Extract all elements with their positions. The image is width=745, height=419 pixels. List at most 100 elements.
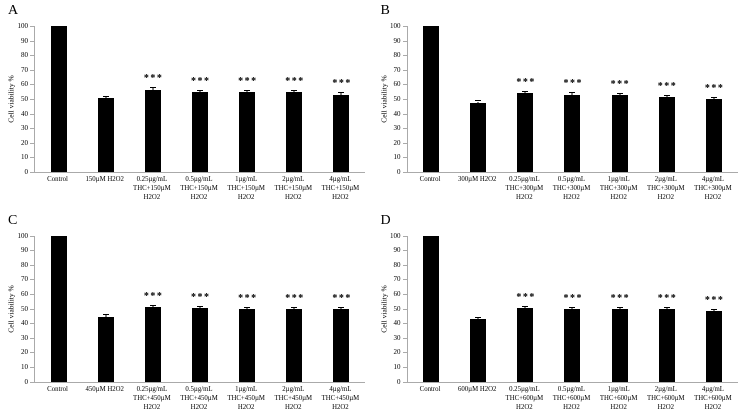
y-axis-tick-mark <box>402 308 407 310</box>
x-axis-tick-label: 450µM H2O2 <box>85 385 124 393</box>
bar <box>333 94 350 172</box>
y-axis-tick-mark <box>402 26 407 27</box>
x-axis-tick-label: 1µg/mL THC+300µM H2O2 <box>599 176 638 202</box>
y-axis-tick-mark <box>402 323 407 325</box>
error-bar-stem <box>619 308 621 310</box>
y-axis-tick-mark <box>30 69 34 71</box>
bar-slot <box>35 235 82 382</box>
y-axis-tick-mark <box>30 293 34 295</box>
error-bar-stem <box>619 94 621 96</box>
bar <box>470 102 487 172</box>
y-axis-tick-label: 50 <box>393 95 401 103</box>
significance-stars: *** <box>563 78 583 90</box>
error-bar-stem <box>105 97 107 99</box>
y-axis-tick-mark <box>402 142 407 144</box>
y-axis-tick-label: 0 <box>24 168 29 176</box>
y-axis-tick-mark <box>30 381 34 383</box>
bar <box>423 235 440 382</box>
error-bar-stem <box>340 308 342 310</box>
x-axis-tick-label: 0.25µg/mL THC+150µM H2O2 <box>133 176 171 202</box>
y-axis-tick-mark <box>30 323 34 325</box>
x-axis-tick-label: 300µM H2O2 <box>457 176 497 183</box>
error-bar-cap <box>569 92 576 94</box>
y-axis-tick-label: 30 <box>21 124 28 133</box>
y-axis-tick-mark <box>30 99 34 100</box>
bar <box>239 309 256 382</box>
y-axis-tick-label: 10 <box>21 362 28 371</box>
x-axis-tick-label: 1µg/mL THC+450µM H2O2 <box>227 385 265 411</box>
bar-slot: *** <box>549 236 596 382</box>
bar-slot: *** <box>271 26 318 172</box>
y-axis-tick-mark <box>402 40 407 42</box>
y-axis-tick-label: 20 <box>21 348 28 357</box>
y-axis-tick-label: 50 <box>21 304 28 313</box>
bar-slot: *** <box>318 236 365 382</box>
y-axis-tick-label: 70 <box>393 65 401 74</box>
bar <box>470 319 487 382</box>
y-axis-tick-label: 100 <box>390 22 401 30</box>
error-bar-cap <box>149 304 156 306</box>
error-bar-cap <box>475 100 482 102</box>
y-axis-tick-label: 60 <box>393 289 401 298</box>
error-bar-cap <box>102 96 109 98</box>
error-bar-cap <box>616 307 623 309</box>
bar <box>517 307 534 382</box>
error-bar-cap <box>710 96 717 98</box>
error-bar-stem <box>524 306 526 308</box>
y-axis-tick-label: 70 <box>21 275 28 284</box>
y-axis-tick-label: 90 <box>393 246 401 255</box>
error-bar-stem <box>246 90 248 92</box>
error-bar-stem <box>199 306 201 308</box>
bar <box>191 92 208 172</box>
bar <box>191 307 208 382</box>
y-axis-tick-mark <box>402 113 407 115</box>
y-axis-tick-label: 0 <box>397 377 401 386</box>
error-bar-stem <box>571 308 573 310</box>
error-bar-cap <box>616 93 623 95</box>
y-axis-tick-mark <box>30 40 34 42</box>
bar <box>611 95 628 172</box>
panel-c-letter: C <box>8 212 18 228</box>
y-axis-tick-label: 90 <box>21 36 28 45</box>
significance-stars: *** <box>704 295 725 307</box>
x-axis-tick-label: 2µg/mL THC+300µM H2O2 <box>646 176 685 202</box>
y-axis-tick-mark <box>402 69 407 71</box>
bar-slot: *** <box>271 236 318 382</box>
x-axis-tick-label: 0.5µg/mL THC+300µM H2O2 <box>552 176 591 202</box>
error-bar-cap <box>710 309 717 311</box>
y-axis-tick-label: 30 <box>21 333 28 342</box>
significance-stars: *** <box>332 78 352 90</box>
bar <box>564 94 581 172</box>
significance-stars: *** <box>610 293 631 305</box>
y-axis-tick-label: 0 <box>24 377 29 386</box>
bar <box>239 91 256 172</box>
y-axis-tick-mark <box>30 84 34 86</box>
x-axis-tick-label: 0.25µg/mL THC+300µM H2O2 <box>505 176 544 202</box>
significance-stars: *** <box>332 293 352 305</box>
bar <box>658 309 675 382</box>
y-axis-tick-mark <box>402 128 407 130</box>
bar <box>564 309 581 382</box>
bar-slot: *** <box>643 236 690 382</box>
y-axis-tick-mark <box>30 279 34 281</box>
x-axis-tick-label: 4µg/mL THC+600µM H2O2 <box>694 385 732 411</box>
error-bar-stem <box>152 305 154 308</box>
error-bar-stem <box>477 318 479 320</box>
y-axis-tick-label: 70 <box>393 275 401 284</box>
y-axis-tick-mark <box>30 172 34 173</box>
significance-stars: *** <box>238 293 258 305</box>
bar-slot: *** <box>502 26 549 172</box>
error-bar-cap <box>663 307 670 309</box>
significance-stars: *** <box>143 73 164 85</box>
x-axis-tick-label: 150µM H2O2 <box>85 176 124 183</box>
significance-stars: *** <box>563 293 583 305</box>
y-axis-tick-mark <box>30 264 34 266</box>
y-axis-tick-label: 60 <box>21 80 28 89</box>
x-axis-tick-label: 4µg/mL THC+450µM H2O2 <box>321 385 360 411</box>
error-bar-cap <box>196 305 203 307</box>
bar <box>286 91 303 172</box>
x-axis-tick-label: 2µg/mL THC+150µM H2O2 <box>274 176 313 202</box>
bar <box>705 311 722 382</box>
significance-stars: *** <box>285 293 305 305</box>
